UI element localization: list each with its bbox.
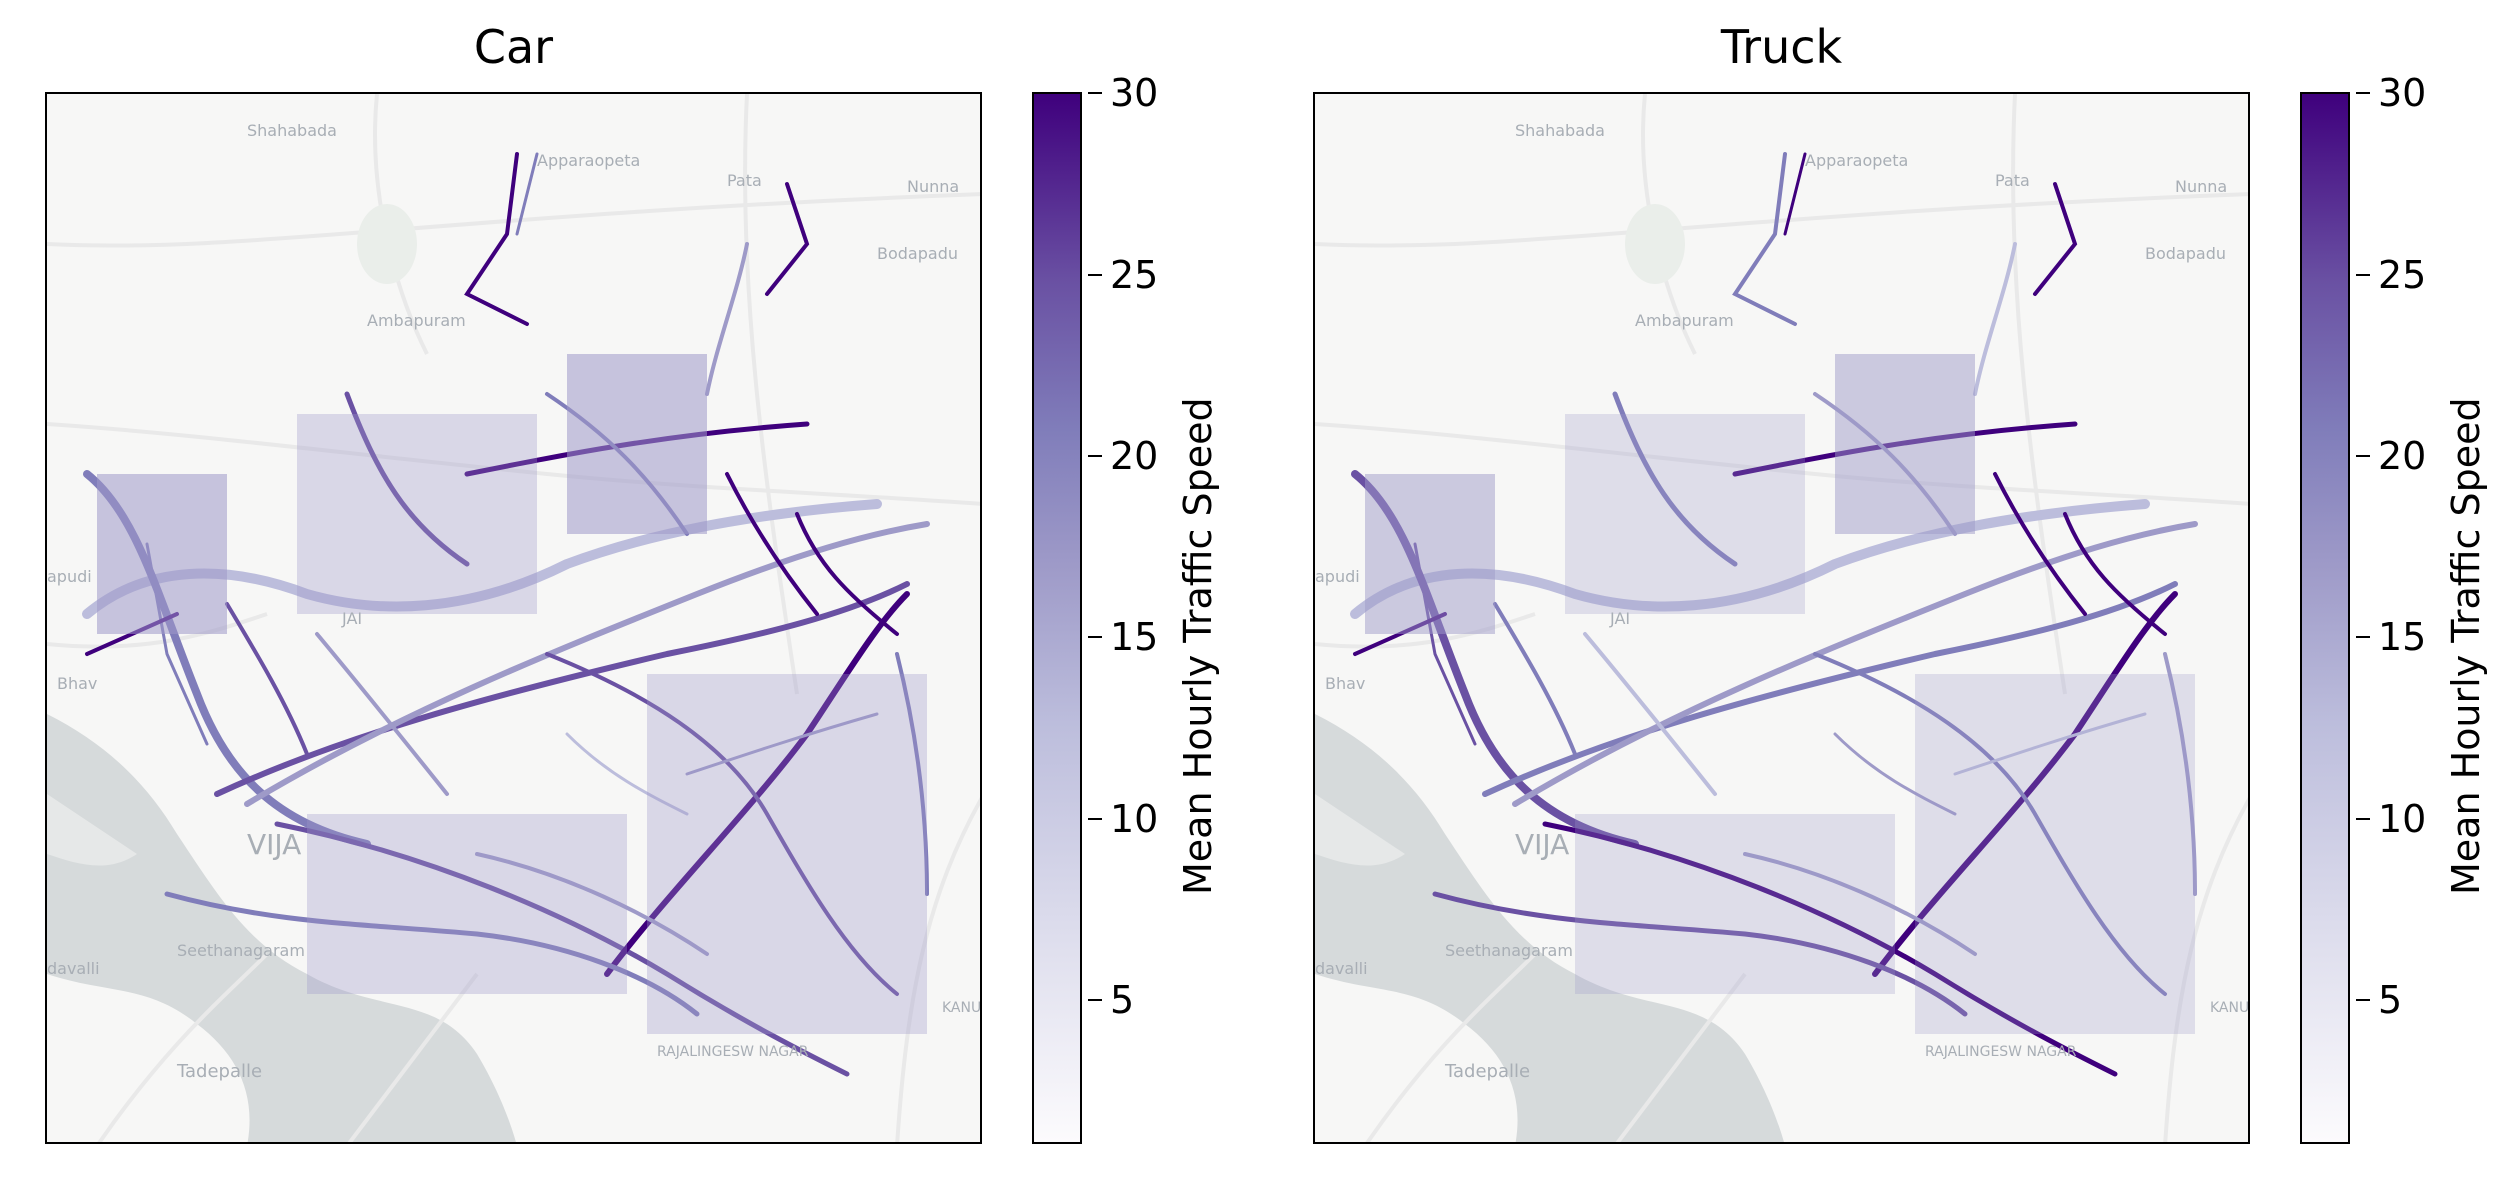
colorbar-tick: 30 bbox=[2355, 71, 2427, 115]
map-truck[interactable]: Shahabada Apparaopeta Pata Nunna Bodapad… bbox=[1313, 92, 2250, 1144]
place-label: Shahabada bbox=[247, 121, 337, 140]
place-label: Seethanagaram bbox=[1445, 941, 1573, 960]
place-label: RAJALINGESW NAGAR bbox=[1925, 1044, 2077, 1060]
place-label: davalli bbox=[1315, 959, 1368, 978]
place-label: VIJA bbox=[1515, 828, 1569, 861]
place-label: Bhav bbox=[1325, 674, 1365, 693]
colorbar-tick: 5 bbox=[1087, 978, 1135, 1022]
colorbar-tick: 10 bbox=[2355, 797, 2427, 841]
place-label: Ambapuram bbox=[367, 311, 466, 330]
panel-title-car: Car bbox=[473, 20, 554, 74]
river-island bbox=[1765, 1044, 1805, 1064]
map-car[interactable]: Shahabada Apparaopeta Pata Nunna Bodapad… bbox=[45, 92, 982, 1144]
place-label: apudi bbox=[1315, 567, 1360, 586]
colorbar-truck bbox=[2300, 92, 2350, 1144]
river-water-branch bbox=[47, 794, 137, 866]
colorbar-tick: 20 bbox=[1087, 434, 1159, 478]
river-island bbox=[497, 1044, 537, 1064]
place-label: Pata bbox=[727, 171, 762, 190]
place-label: Apparaopeta bbox=[537, 151, 640, 170]
place-label: Pata bbox=[1995, 171, 2030, 190]
place-label: Nunna bbox=[2175, 177, 2227, 196]
place-label: davalli bbox=[47, 959, 100, 978]
colorbar-tick: 10 bbox=[1087, 797, 1159, 841]
colorbar-tick: 20 bbox=[2355, 434, 2427, 478]
river-island bbox=[557, 1076, 657, 1132]
speed-texture bbox=[97, 354, 927, 1034]
colorbar-label: Mean Hourly Traffic Speed bbox=[1176, 397, 1220, 895]
colorbar-tick: 25 bbox=[1087, 253, 1159, 297]
place-label: apudi bbox=[47, 567, 92, 586]
place-label: Tadepalle bbox=[1444, 1061, 1530, 1082]
colorbar-tick: 30 bbox=[1087, 71, 1159, 115]
river-island bbox=[1825, 1076, 1925, 1132]
place-label: Bodapadu bbox=[877, 244, 958, 263]
map-car-svg: Shahabada Apparaopeta Pata Nunna Bodapad… bbox=[47, 94, 981, 1142]
place-label: Bhav bbox=[57, 674, 97, 693]
place-label: JAI bbox=[1609, 609, 1630, 628]
map-truck-svg: Shahabada Apparaopeta Pata Nunna Bodapad… bbox=[1315, 94, 2249, 1142]
colorbar-label: Mean Hourly Traffic Speed bbox=[2444, 397, 2488, 895]
place-label: JAI bbox=[341, 609, 362, 628]
park-area bbox=[1625, 204, 1685, 284]
place-label: VIJA bbox=[247, 828, 301, 861]
place-label: Shahabada bbox=[1515, 121, 1605, 140]
colorbar-tick: 25 bbox=[2355, 253, 2427, 297]
place-label: KANU bbox=[2210, 1000, 2249, 1016]
colorbar-tick: 15 bbox=[2355, 615, 2427, 659]
place-label: Seethanagaram bbox=[177, 941, 305, 960]
place-label: Tadepalle bbox=[176, 1061, 262, 1082]
colorbar-tick: 15 bbox=[1087, 615, 1159, 659]
river-water bbox=[1315, 714, 1784, 1142]
place-label: Ambapuram bbox=[1635, 311, 1734, 330]
place-label: KANU bbox=[942, 1000, 981, 1016]
panel-title-truck: Truck bbox=[1720, 20, 1843, 74]
colorbar-tick: 5 bbox=[2355, 978, 2403, 1022]
colorbar-car bbox=[1032, 92, 1082, 1144]
place-label: Nunna bbox=[907, 177, 959, 196]
place-label: RAJALINGESW NAGAR bbox=[657, 1044, 809, 1060]
speed-texture bbox=[1365, 354, 2195, 1034]
river-water bbox=[47, 714, 516, 1142]
place-label: Apparaopeta bbox=[1805, 151, 1908, 170]
park-area bbox=[357, 204, 417, 284]
river-water-branch bbox=[1315, 794, 1405, 866]
place-label: Bodapadu bbox=[2145, 244, 2226, 263]
